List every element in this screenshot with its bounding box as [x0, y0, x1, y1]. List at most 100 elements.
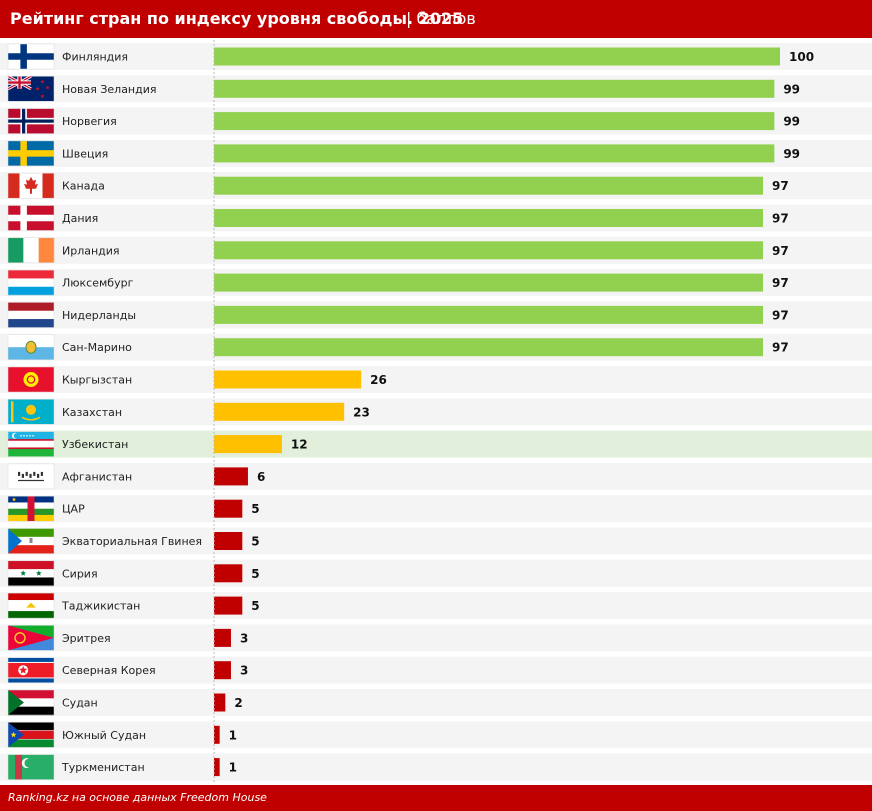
south-sudan-flag-icon [7, 722, 55, 748]
value-label: 2 [234, 696, 242, 710]
value-label: 97 [772, 308, 789, 322]
value-label: 5 [251, 567, 259, 581]
bar [214, 273, 764, 292]
norway-flag-icon [7, 108, 55, 134]
row-background [0, 398, 872, 426]
bar [214, 628, 231, 647]
tajikistan-flag-icon [7, 592, 55, 619]
bar [214, 144, 775, 163]
row-background-highlight [0, 430, 872, 458]
row-background [0, 527, 872, 555]
category-label: Узбекистан [62, 438, 128, 451]
value-label: 97 [772, 179, 789, 193]
category-label: Северная Корея [62, 664, 156, 677]
canada-flag-icon [7, 172, 55, 199]
chart-title: Рейтинг стран по индексу уровня свободы.… [10, 9, 464, 28]
row-background [0, 559, 872, 587]
car-flag-icon [7, 495, 55, 522]
bar [214, 402, 345, 421]
value-label: 97 [772, 276, 789, 290]
bar [214, 596, 243, 615]
row-background [0, 366, 872, 393]
row-background [0, 624, 872, 652]
bar [214, 467, 248, 486]
category-label: Таджикистан [61, 600, 140, 613]
value-label: 1 [229, 728, 237, 742]
value-label: 97 [772, 244, 789, 258]
bar [214, 370, 362, 389]
bar [214, 241, 764, 260]
chart-unit: | баллов [406, 9, 476, 28]
value-label: 97 [772, 212, 789, 226]
category-label: Финляндия [62, 51, 128, 64]
value-label: 99 [783, 147, 800, 161]
luxembourg-flag-icon [7, 269, 55, 296]
north-korea-flag-icon [7, 657, 55, 683]
category-label: Люксембург [62, 277, 134, 290]
category-label: Ирландия [62, 244, 120, 257]
bar [214, 564, 243, 583]
row-background [0, 592, 872, 620]
category-label: Туркменистан [61, 761, 145, 774]
afghanistan-flag-icon [7, 463, 55, 490]
bar [214, 176, 764, 195]
value-label: 3 [240, 664, 248, 678]
value-label: 97 [772, 341, 789, 355]
syria-flag-icon [7, 560, 55, 587]
value-label: 99 [783, 115, 800, 129]
category-label: Швеция [62, 147, 108, 160]
san-marino-flag-icon [7, 334, 55, 360]
finland-flag-icon [7, 43, 55, 70]
category-label: Сирия [62, 567, 98, 580]
value-label: 26 [370, 373, 387, 387]
bar [214, 499, 243, 518]
bar [214, 661, 231, 680]
chart-header: Рейтинг стран по индексу уровня свободы.… [0, 0, 872, 38]
bar [214, 47, 780, 66]
bar [214, 112, 775, 131]
category-label: ЦАР [62, 503, 85, 516]
ireland-flag-icon [7, 237, 55, 264]
bar [214, 209, 764, 227]
row-background [0, 689, 872, 716]
bar-chart: Финляндия 100 Новая Зеландия 99 Норвегия 99 Шв… [0, 40, 872, 782]
bar [214, 338, 764, 357]
row-background [0, 495, 872, 523]
category-label: Нидерланды [62, 309, 136, 322]
category-label: Экваториальная Гвинея [62, 535, 202, 548]
uzbekistan-flag-icon [7, 431, 55, 457]
category-label: Дания [62, 212, 98, 225]
kyrgyzstan-flag-icon [7, 366, 55, 393]
value-label: 1 [229, 761, 237, 775]
source-footer: Ranking.kz на основе данных Freedom Hous… [0, 785, 872, 811]
bar [214, 693, 226, 712]
row-background [0, 656, 872, 684]
kazakhstan-flag-icon [7, 399, 55, 425]
row-background [0, 462, 872, 490]
row-background [0, 721, 872, 749]
value-label: 5 [251, 535, 259, 549]
value-label: 6 [257, 470, 265, 484]
bar [214, 532, 243, 550]
bar [214, 435, 282, 454]
category-label: Судан [62, 697, 98, 710]
category-label: Норвегия [62, 115, 117, 128]
sweden-flag-icon [7, 140, 55, 167]
new-zealand-flag-icon [7, 74, 55, 102]
value-label: 12 [291, 438, 308, 452]
netherlands-flag-icon [7, 302, 55, 328]
value-label: 23 [353, 405, 370, 419]
bar [214, 725, 220, 744]
value-label: 5 [251, 599, 259, 613]
category-label: Сан-Марино [62, 341, 132, 354]
row-background [0, 753, 872, 781]
value-label: 99 [783, 82, 800, 96]
category-label: Кыргызстан [62, 374, 132, 387]
turkmenistan-flag-icon [7, 754, 55, 780]
eritrea-flag-icon [7, 625, 55, 651]
value-label: 5 [251, 502, 259, 516]
category-label: Эритрея [62, 632, 111, 645]
category-label: Афганистан [62, 470, 132, 483]
equatorial-guinea-flag-icon [7, 528, 55, 554]
sudan-flag-icon [7, 689, 55, 716]
